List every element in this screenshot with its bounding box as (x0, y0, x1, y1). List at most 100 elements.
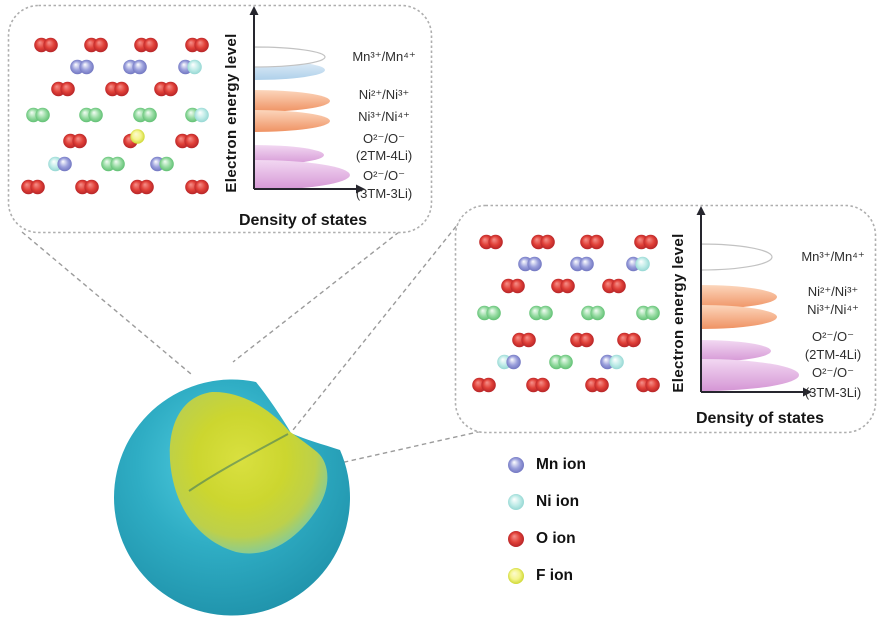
legend-label-o: O ion (536, 530, 576, 547)
atom-pair (21, 179, 45, 195)
green-ion-atom (590, 305, 605, 321)
x-axis-arrow (803, 387, 812, 397)
green-ion-atom (159, 156, 174, 172)
right-level-label-3tm3li: (3TM-3Li) (804, 385, 862, 400)
connector-line (335, 428, 492, 465)
atom-pair (134, 37, 158, 53)
atom-pair (70, 59, 94, 75)
dos-lobe-empty (700, 243, 773, 271)
o-ion-atom (194, 37, 209, 53)
atom-pair (84, 37, 108, 53)
left-x-axis-label: Density of states (238, 212, 368, 229)
left-level-label-o-2tm: O²⁻/O⁻ (363, 131, 405, 146)
ni-ion-atom (609, 354, 624, 370)
o-ion-atom (510, 278, 525, 294)
right-level-label-2tm4li: (2TM-4Li) (804, 347, 862, 362)
right-dos-axes (696, 206, 812, 397)
o-ion-atom (594, 377, 609, 393)
o-ion-atom (589, 234, 604, 250)
left-dos-axes (249, 6, 365, 194)
right-dos-lobes (700, 243, 799, 391)
core-shell-particle (113, 379, 350, 616)
atom-pair (585, 377, 609, 393)
ni-legend-swatch (508, 494, 524, 510)
inset-right (472, 206, 812, 397)
atom-pair (185, 37, 209, 53)
dos-lobe-empty (253, 46, 326, 68)
f-ion-atom (130, 129, 145, 144)
o-ion-atom (579, 332, 594, 348)
atom-pair (529, 305, 553, 321)
left-level-label-2tm4li: (2TM-4Li) (355, 148, 413, 163)
o-ion-atom (43, 37, 58, 53)
o-ion-atom (643, 234, 658, 250)
atom-pair (551, 278, 575, 294)
o-legend-swatch (508, 531, 524, 547)
atom-pair (178, 59, 202, 75)
atom-pair (580, 234, 604, 250)
atom-pair (501, 278, 525, 294)
mn-ion-atom (506, 354, 521, 370)
atom-pair (130, 179, 154, 195)
o-ion-atom (645, 377, 660, 393)
atom-pair (518, 256, 542, 272)
mn-ion-atom (57, 156, 72, 172)
right-level-label-ni23: Ni²⁺/Ni³⁺ (807, 284, 859, 299)
atom-pair (123, 59, 147, 75)
dos-lobe-pink (254, 160, 350, 190)
mn-ion-atom (132, 59, 147, 75)
x-axis-arrow (356, 184, 365, 194)
atom-pair (105, 81, 129, 97)
y-axis-arrow (696, 206, 706, 215)
atom-pair (51, 81, 75, 97)
o-ion-atom (521, 332, 536, 348)
o-ion-atom (184, 133, 199, 149)
green-ion-atom (110, 156, 125, 172)
dos-lobe-pink (701, 359, 799, 391)
connector-line (232, 231, 400, 363)
atom-pair (602, 278, 626, 294)
left-dos-lobes (253, 46, 350, 190)
right-x-axis-label: Density of states (695, 410, 825, 427)
green-ion-atom (538, 305, 553, 321)
inset-left (21, 6, 365, 195)
atom-pair (479, 234, 503, 250)
dos-lobe-orange (701, 285, 777, 309)
o-ion-atom (60, 81, 75, 97)
o-ion-atom (72, 133, 87, 149)
o-ion-atom (163, 81, 178, 97)
atom-pair (581, 305, 605, 321)
atom-pair (636, 305, 660, 321)
atom-pair (79, 107, 103, 123)
right-atom-lattice (472, 234, 660, 393)
atom-pair (472, 377, 496, 393)
ni-ion-atom (187, 59, 202, 75)
left-atom-lattice (21, 37, 209, 195)
atom-pair (101, 156, 125, 172)
dos-lobe-orange (254, 90, 330, 112)
dos-lobe-orange (254, 110, 330, 132)
ni-ion-atom (635, 256, 650, 272)
dos-lobe-pink (701, 340, 771, 362)
atom-pair (636, 377, 660, 393)
atom-pair (497, 354, 521, 370)
atom-pair (549, 354, 573, 370)
o-ion-atom (560, 278, 575, 294)
left-level-label-mn: Mn³⁺/Mn⁴⁺ (352, 49, 416, 64)
atom-pair (175, 133, 199, 149)
connector-line (21, 231, 192, 375)
f-legend-swatch (508, 568, 524, 584)
mn-legend-swatch (508, 457, 524, 473)
mn-ion-atom (527, 256, 542, 272)
o-ion-atom (611, 278, 626, 294)
right-level-label-o-3tm: O²⁻/O⁻ (812, 365, 854, 380)
atom-pair (531, 234, 555, 250)
particle-core-cutaway (169, 391, 328, 554)
atom-pair (626, 256, 650, 272)
o-ion-atom (139, 179, 154, 195)
mn-ion-atom (579, 256, 594, 272)
atom-pair (600, 354, 624, 370)
atom-pair (48, 156, 72, 172)
atom-pair (154, 81, 178, 97)
